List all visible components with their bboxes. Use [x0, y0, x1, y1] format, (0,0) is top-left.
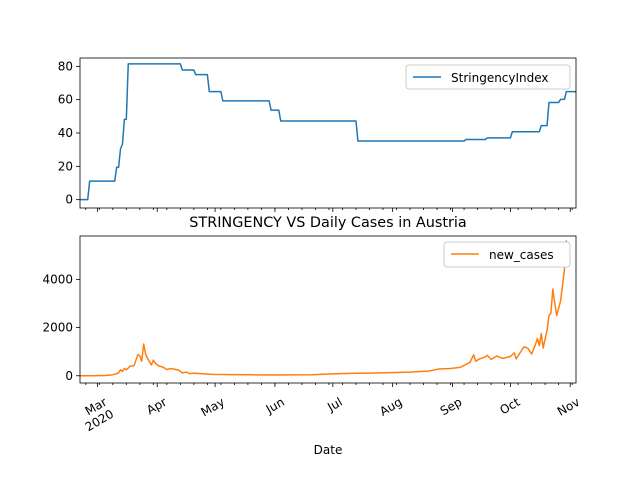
y-tick-label: 4000	[42, 272, 73, 286]
y-tick-label: 20	[58, 159, 73, 173]
bottom-plot-frame	[79, 235, 577, 384]
y-tick-label: 0	[65, 193, 73, 207]
x-tick-label-line: Jul	[324, 395, 344, 415]
stringency-line	[80, 63, 576, 201]
y-tick-label: 2000	[42, 321, 73, 335]
y-tick-label: 0	[65, 369, 73, 383]
top-y-axis: 0 20 40 60 80	[58, 59, 80, 207]
top-x-axis	[85, 208, 573, 212]
top-legend: StringencyIndex	[405, 64, 571, 90]
x-axis-label: Date	[314, 443, 343, 457]
x-tick-label: Jul	[324, 395, 344, 415]
top-legend-box	[405, 64, 571, 90]
stringency-series-group	[80, 63, 576, 201]
y-tick-label: 40	[58, 126, 73, 140]
bottom-y-axis: 0 2000 4000	[42, 272, 80, 383]
bottom-legend: new_cases	[443, 241, 571, 268]
bottom-legend-label: new_cases	[489, 248, 554, 262]
new-cases-line	[79, 240, 571, 377]
y-tick-label: 60	[58, 93, 73, 107]
new-cases-series-group	[79, 240, 571, 377]
top-panel: 0 20 40 60 80 StringencyIndex	[58, 57, 577, 212]
bottom-legend-box	[443, 241, 571, 268]
top-legend-label: StringencyIndex	[451, 71, 549, 85]
chart-title: STRINGENCY VS Daily Cases in Austria	[189, 215, 466, 231]
y-tick-label: 80	[58, 59, 73, 73]
top-plot-frame	[79, 57, 577, 209]
